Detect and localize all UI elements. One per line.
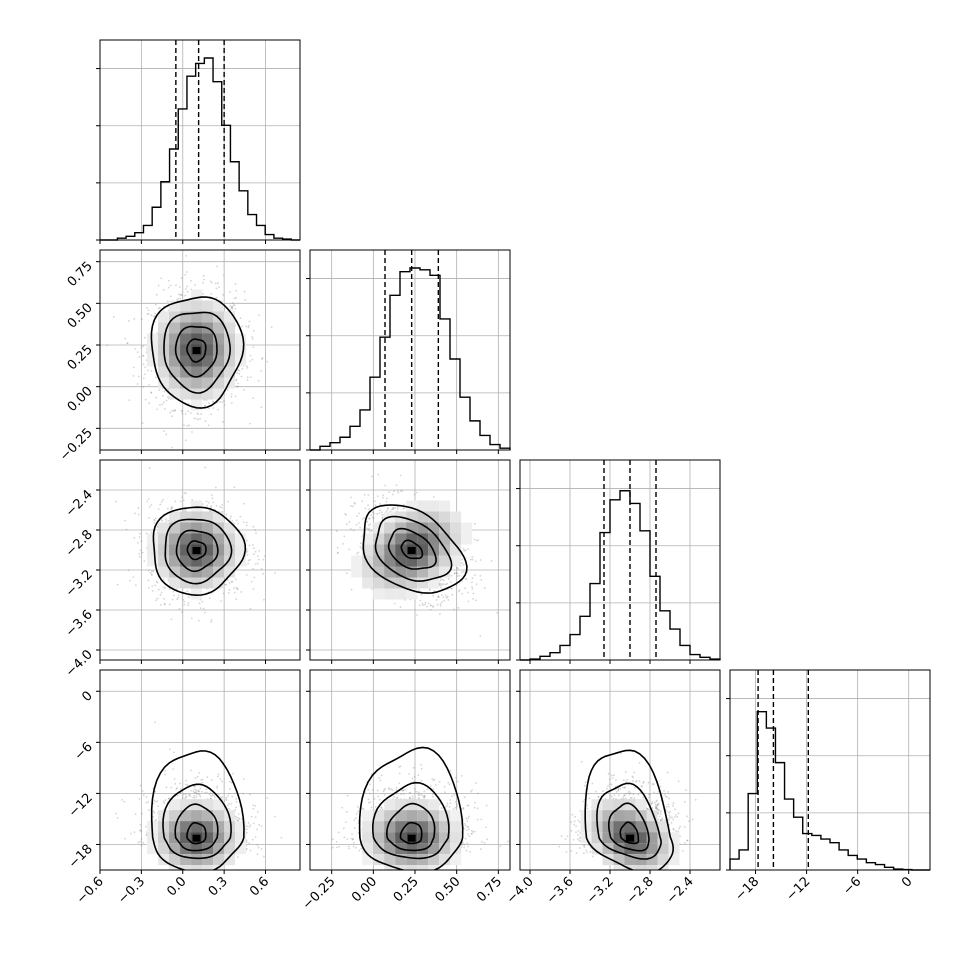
panel-frame (309, 669, 511, 871)
histogram-panel-3: −18 −12 −6 0 (726, 669, 931, 904)
density-peak (626, 834, 634, 842)
density-peak (192, 347, 201, 354)
x-tick-label: −2.4 (664, 874, 697, 907)
contour-line (608, 802, 650, 852)
contour-line (174, 325, 218, 378)
density-peak (192, 834, 201, 842)
x-tick-label: 0.6 (247, 874, 272, 899)
y-tick-label: −2.8 (63, 527, 96, 560)
x-tick-label: 0.75 (474, 874, 505, 905)
histogram-panel-0 (96, 39, 301, 244)
contour-line (186, 540, 207, 561)
x-tick-label: −18 (732, 874, 762, 904)
histogram-step (729, 710, 930, 871)
y-tick-label: −3.2 (63, 567, 96, 600)
x-tick-label: −0.6 (74, 874, 107, 907)
y-tick-label: −3.6 (63, 607, 96, 640)
y-tick-label: 0.75 (65, 259, 96, 290)
y-tick-label: −6 (72, 740, 96, 764)
x-tick-label: 0.00 (349, 874, 380, 905)
contour-line (385, 802, 436, 852)
y-tick-label: −0.25 (57, 426, 96, 465)
panel-frame (99, 39, 301, 241)
contour-line (164, 518, 233, 585)
y-tick-label: −2.4 (63, 487, 96, 520)
density-panel-2-1 (306, 459, 511, 664)
density-panel-3-2: −4.0 −3.6 −3.2 −2.8 −2.4 (504, 669, 721, 907)
y-tick-label: 0.00 (65, 384, 96, 415)
y-tick-label: −4.0 (63, 647, 96, 680)
contour-line (150, 296, 245, 409)
density-peak (407, 547, 416, 554)
contour-line (358, 746, 464, 870)
histogram-panel-2 (516, 459, 721, 664)
panel-frame (309, 249, 511, 451)
contour-line (584, 749, 675, 870)
density-panel-3-1: −0.25 0.00 0.25 0.50 0.75 (300, 669, 511, 913)
density-peak (407, 834, 416, 842)
density-panel-2-0: −4.0 −3.6 −3.2 −2.8 −2.4 (63, 459, 301, 680)
x-tick-label: 0.25 (391, 874, 422, 905)
contour-line (374, 515, 453, 582)
y-tick-label: 0 (79, 688, 95, 704)
panel-frame (729, 669, 931, 871)
x-tick-label: −4.0 (504, 874, 537, 907)
panel-frame (519, 459, 721, 661)
x-tick-label: −2.8 (624, 874, 657, 907)
x-tick-label: 0.50 (432, 874, 463, 905)
x-tick-label: −3.2 (584, 874, 617, 907)
density-panel-1-0: −0.25 0.00 0.25 0.50 0.75 (57, 249, 301, 465)
contour-line (174, 803, 219, 852)
density-peak (192, 547, 201, 554)
contour-line (362, 504, 468, 594)
contour-line (371, 781, 450, 860)
histogram-step (520, 490, 721, 661)
x-tick-label: −3.6 (544, 874, 577, 907)
contour-line (399, 821, 423, 845)
x-tick-label: 0.0 (164, 874, 189, 899)
x-tick-label: −0.25 (300, 874, 339, 913)
density-panel-3-0: −0.6 −0.3 0.0 0.3 0.6 −18 −12 −6 0 (66, 669, 301, 907)
panel-frame (309, 459, 511, 661)
x-tick-label: −0.3 (115, 874, 148, 907)
y-tick-label: −18 (66, 842, 96, 872)
x-tick-label: −12 (783, 874, 813, 904)
contour-line (163, 311, 232, 394)
contour-line (619, 821, 640, 845)
panel-frame (99, 459, 301, 661)
panel-frame (99, 669, 301, 871)
x-tick-label: −6 (840, 874, 864, 898)
contour-line (186, 821, 207, 845)
contour-line (152, 506, 247, 597)
y-tick-label: 0.50 (65, 301, 96, 332)
histogram-panel-1 (306, 249, 511, 454)
x-tick-label: 0 (899, 874, 915, 890)
histogram-step (310, 267, 511, 451)
y-tick-label: 0.25 (65, 342, 96, 373)
contour-line (150, 750, 245, 870)
contour-line (387, 527, 437, 570)
panel-frame (519, 669, 721, 871)
contour-line (162, 783, 232, 860)
panel-frame (99, 249, 301, 451)
x-tick-label: 0.3 (206, 874, 231, 899)
contour-line (175, 529, 219, 573)
contour-line (400, 539, 424, 560)
histogram-step (100, 57, 300, 241)
y-tick-label: −12 (66, 791, 96, 821)
contour-line (596, 782, 662, 860)
contour-line (186, 338, 207, 363)
